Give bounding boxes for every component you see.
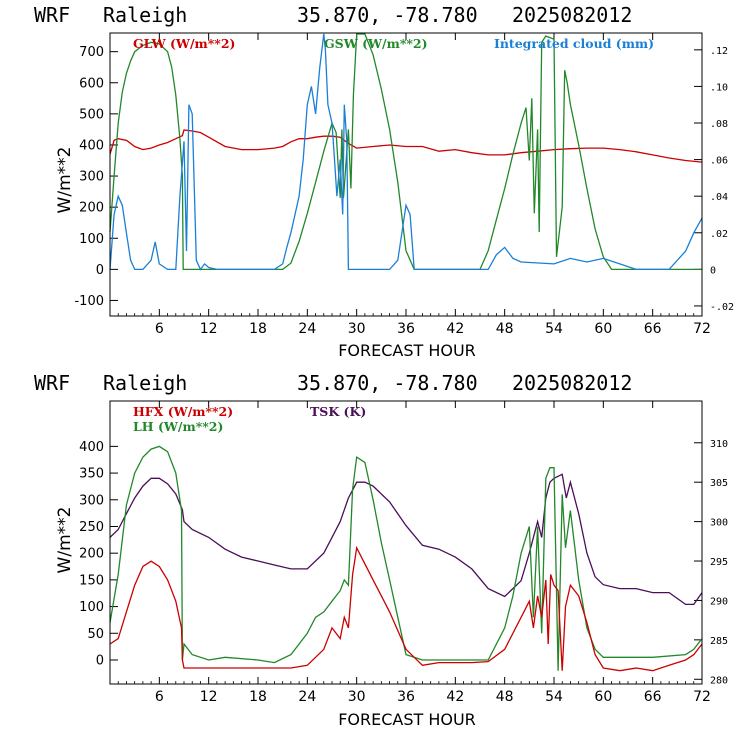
p1-y-axis-label: W/m**2 (55, 147, 75, 214)
p1-header-station: Raleigh (103, 3, 187, 27)
p1-plot-frame (109, 32, 703, 317)
y2-tick-label: -.02 (710, 302, 734, 313)
x-tick-label: 30 (348, 689, 366, 705)
p1-legend-cloud: Integrated cloud (mm) (494, 36, 654, 51)
p1-legend-glw: GLW (W/m**2) (133, 36, 235, 51)
p1-x-axis-label: FORECAST HOUR (338, 341, 476, 360)
x-tick-label: 12 (200, 321, 218, 337)
y-tick-label: 100 (79, 600, 104, 615)
p1-legend-gsw: GSW (W/m**2) (324, 36, 428, 51)
p2-legend-hfx: HFX (W/m**2) (133, 404, 233, 419)
x-tick-label: 54 (545, 321, 563, 337)
x-tick-label: 18 (249, 689, 267, 705)
series-line-tsk (109, 473, 703, 606)
p2-x-axis-label: FORECAST HOUR (338, 710, 476, 729)
x-tick-label: 48 (496, 321, 514, 337)
series-line-glw (109, 129, 703, 163)
y2-tick-label: 295 (710, 557, 728, 568)
y2-tick-label: .06 (710, 156, 728, 167)
p1-series-group (109, 33, 703, 271)
x-tick-label: 12 (200, 689, 218, 705)
p2-legend-lh: LH (W/m**2) (133, 419, 223, 434)
y-tick-label: 600 (79, 76, 104, 91)
x-tick-label: 54 (545, 689, 563, 705)
p2-header-station: Raleigh (103, 371, 187, 395)
x-tick-label: 60 (594, 321, 612, 337)
y-tick-label: 400 (79, 138, 104, 153)
y2-tick-label: 290 (710, 596, 728, 607)
p1-y2-ticks: -.02 0 .02 .04 .06 .08 .10 .12 (694, 46, 734, 313)
y2-tick-label: 0 (710, 265, 716, 276)
y2-tick-label: 300 (710, 518, 728, 529)
y2-tick-label: 285 (710, 636, 728, 647)
y2-tick-label: .12 (710, 46, 728, 57)
p1-header-init: 2025082012 (512, 3, 632, 27)
x-tick-label: 6 (155, 689, 164, 705)
p2-header-model: WRF (34, 371, 70, 395)
x-tick-label: 66 (644, 321, 662, 337)
x-tick-label: 24 (298, 689, 316, 705)
p1-header-coords: 35.870, -78.780 (297, 3, 478, 27)
y2-tick-label: .08 (710, 119, 728, 130)
y2-tick-label: 280 (710, 675, 728, 686)
y-tick-label: -100 (74, 294, 104, 309)
x-tick-label: 72 (693, 689, 711, 705)
p1-x-ticks: 6 12 18 24 30 36 42 48 54 60 66 72 (117, 33, 711, 337)
y-tick-label: 350 (79, 467, 104, 482)
p2-header-init: 2025082012 (512, 371, 632, 395)
y-tick-label: 150 (79, 573, 104, 588)
y-tick-label: 200 (79, 201, 104, 216)
series-line-integrated-cloud (109, 33, 703, 271)
p2-legend-tsk: TSK (K) (310, 404, 366, 419)
y-tick-label: 200 (79, 547, 104, 562)
x-tick-label: 42 (446, 689, 464, 705)
y-tick-label: 500 (79, 107, 104, 122)
y-tick-label: 50 (87, 627, 104, 642)
y-tick-label: 700 (79, 45, 104, 60)
x-tick-label: 6 (155, 321, 164, 337)
y2-tick-label: .10 (710, 82, 728, 93)
p1-y-ticks: -100 0 100 200 300 400 500 600 700 (74, 45, 118, 309)
y-tick-label: 0 (96, 653, 104, 668)
x-tick-label: 18 (249, 321, 267, 337)
x-tick-label: 24 (298, 321, 316, 337)
x-tick-label: 66 (644, 689, 662, 705)
p2-y-axis-label: W/m**2 (55, 507, 75, 574)
p2-plot-frame (109, 400, 703, 685)
y2-tick-label: 310 (710, 439, 728, 450)
x-tick-label: 48 (496, 689, 514, 705)
p2-series-group (109, 445, 703, 672)
x-tick-label: 36 (397, 689, 415, 705)
x-tick-label: 36 (397, 321, 415, 337)
p2-header-coords: 35.870, -78.780 (297, 371, 478, 395)
p2-y-ticks: 0 50 100 150 200 250 300 350 400 (79, 440, 118, 668)
y-tick-label: 300 (79, 493, 104, 508)
y2-tick-label: 305 (710, 478, 728, 489)
x-tick-label: 72 (693, 321, 711, 337)
panel-surface-fluxes: WRF Raleigh 35.870, -78.780 2025082012 6… (34, 371, 728, 729)
x-tick-label: 42 (446, 321, 464, 337)
p2-y2-ticks: 280 285 290 295 300 305 310 (694, 439, 728, 686)
y-tick-label: 400 (79, 440, 104, 455)
x-tick-label: 60 (594, 689, 612, 705)
series-line-hfx (109, 545, 703, 672)
y2-tick-label: .04 (710, 192, 728, 203)
p1-header-model: WRF (34, 3, 70, 27)
panel-radiation: WRF Raleigh 35.870, -78.780 2025082012 6… (34, 3, 734, 360)
series-line-lh (109, 445, 703, 671)
y2-tick-label: .02 (710, 229, 728, 240)
y-tick-label: 250 (79, 520, 104, 535)
y-tick-label: 300 (79, 170, 104, 185)
series-line-gsw (109, 33, 702, 271)
y-tick-label: 100 (79, 232, 104, 247)
x-tick-label: 30 (348, 321, 366, 337)
y-tick-label: 0 (96, 263, 104, 278)
